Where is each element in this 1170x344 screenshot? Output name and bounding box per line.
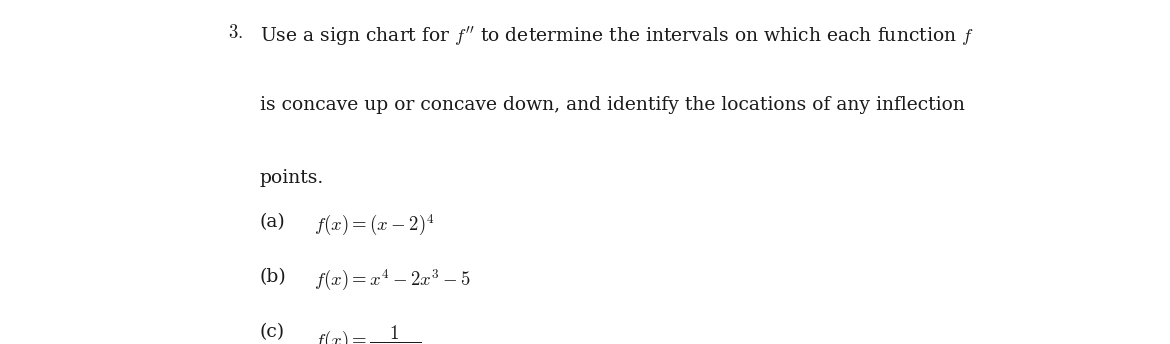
Text: $f(x) = (x - 2)^4$: $f(x) = (x - 2)^4$ xyxy=(314,213,434,238)
Text: (a): (a) xyxy=(260,213,285,231)
Text: $f(x) = x^4 - 2x^3 - 5$: $f(x) = x^4 - 2x^3 - 5$ xyxy=(314,268,470,293)
Text: Use a sign chart for $f''$ to determine the intervals on which each function $f$: Use a sign chart for $f''$ to determine … xyxy=(260,24,973,47)
Text: points.: points. xyxy=(260,169,324,186)
Text: $f(x) = \dfrac{1}{1+x^2}$: $f(x) = \dfrac{1}{1+x^2}$ xyxy=(314,323,421,344)
Text: (c): (c) xyxy=(260,323,284,341)
Text: is concave up or concave down, and identify the locations of any inflection: is concave up or concave down, and ident… xyxy=(260,96,964,114)
Text: (b): (b) xyxy=(260,268,287,286)
Text: $3.$: $3.$ xyxy=(228,24,243,42)
